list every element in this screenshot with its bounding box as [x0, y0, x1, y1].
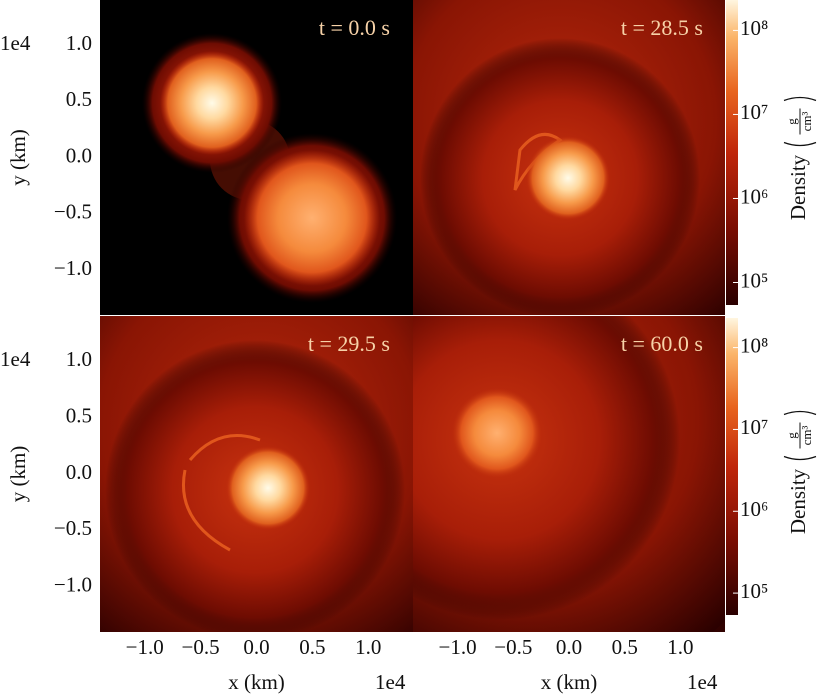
colorbar-tick-label: 10⁶ — [740, 497, 768, 521]
y-tick-label: 1.0 — [66, 347, 92, 371]
density-image — [100, 316, 413, 632]
y-tick-label: −0.5 — [54, 516, 92, 540]
annotation: t = 60.0 s — [621, 331, 703, 356]
x-offset-label: 1e4 — [687, 670, 718, 694]
colorbar — [726, 0, 738, 305]
x-tick-label: −1.0 — [126, 635, 164, 659]
y-tick-label: −1.0 — [54, 573, 92, 597]
annotation: t = 29.5 s — [308, 331, 390, 356]
y-offset-label: 1e4 — [0, 31, 31, 55]
x-offset-label: 1e4 — [375, 670, 406, 694]
unit-denominator: cm³ — [799, 112, 814, 132]
x-tick-label: −1.0 — [439, 635, 477, 659]
y-tick-label: 0.0 — [66, 460, 92, 484]
x-tick-label: 0.5 — [612, 635, 638, 659]
y-tick-label: 0.5 — [66, 87, 92, 111]
x-tick-label: −0.5 — [494, 635, 532, 659]
colorbar-tick-label: 10⁸ — [740, 16, 768, 40]
x-tick-label: 0.5 — [299, 635, 325, 659]
colorbar-tick-label: 10⁷ — [740, 100, 768, 124]
y-offset-label: 1e4 — [0, 347, 31, 371]
x-tick-label: −0.5 — [182, 635, 220, 659]
annotation: t = 28.5 s — [621, 15, 703, 40]
colorbar-tick-label: 10⁷ — [740, 415, 768, 439]
y-tick-label: 0.0 — [66, 143, 92, 167]
colorbar-tick-label: 10⁵ — [740, 268, 768, 292]
x-tick-label: 0.0 — [556, 635, 582, 659]
density-image — [100, 0, 413, 315]
colorbar — [726, 318, 738, 615]
density-image — [413, 0, 725, 315]
unit-denominator: cm³ — [799, 426, 814, 446]
paren — [783, 141, 817, 147]
y-tick-label: 0.5 — [66, 403, 92, 427]
paren — [783, 96, 817, 102]
colorbar-title: Density — [786, 154, 810, 220]
colorbar-label: Density g cm³ — [783, 410, 817, 534]
paren — [783, 455, 817, 461]
x-tick-label: 0.0 — [243, 635, 269, 659]
colorbar-tick-label: 10⁸ — [740, 333, 768, 357]
colorbar-title: Density — [786, 468, 810, 534]
colorbar-label: Density g cm³ — [783, 96, 817, 220]
y-tick-label: −0.5 — [54, 200, 92, 224]
unit-numerator: g — [784, 432, 799, 439]
colorbar-tick-label: 10⁶ — [740, 184, 768, 208]
density-image — [413, 316, 725, 632]
x-axis-label: x (km) — [228, 670, 285, 694]
x-tick-label: 1.0 — [355, 635, 381, 659]
y-axis-label: y (km) — [6, 129, 30, 186]
annotation: t = 0.0 s — [319, 15, 390, 40]
unit-numerator: g — [784, 118, 799, 125]
y-axis-label: y (km) — [6, 446, 30, 503]
x-axis-label: x (km) — [541, 670, 598, 694]
colorbar-tick-label: 10⁵ — [740, 579, 768, 603]
y-tick-label: 1.0 — [66, 31, 92, 55]
x-tick-label: 1.0 — [667, 635, 693, 659]
y-tick-label: −1.0 — [54, 256, 92, 280]
paren — [783, 410, 817, 416]
